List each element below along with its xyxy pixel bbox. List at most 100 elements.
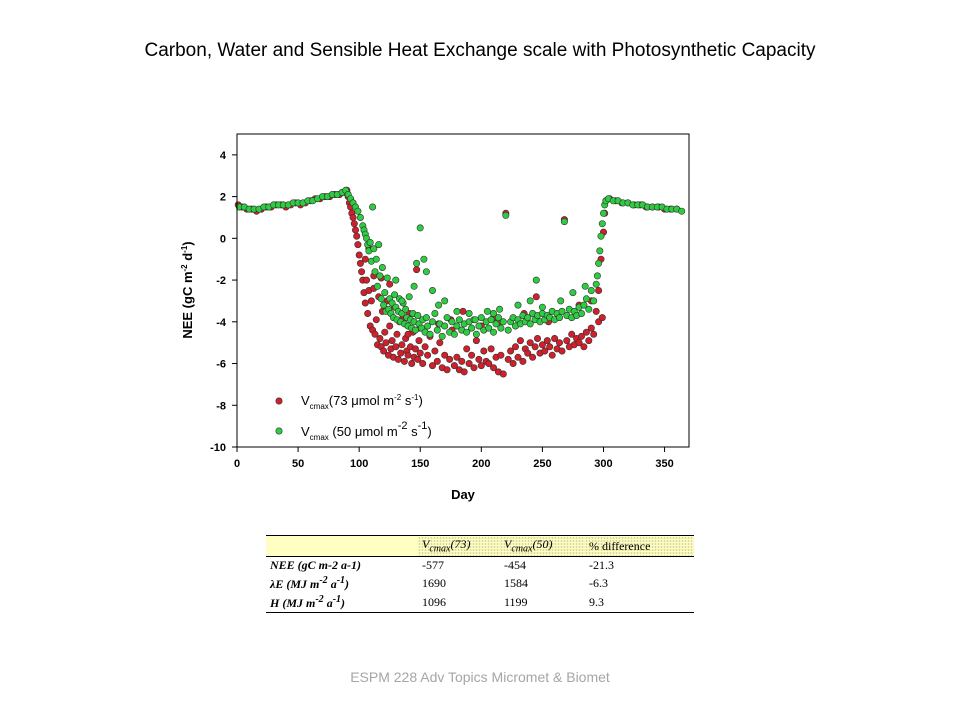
data-point: [585, 337, 593, 345]
data-point: [392, 343, 400, 351]
table-row: NEE (gC m-2 a-1) -577 -454 -21.3: [266, 557, 694, 575]
data-point: [590, 330, 598, 338]
data-point: [373, 282, 381, 290]
table-cell: -6.3: [589, 576, 608, 590]
data-point: [450, 362, 458, 370]
data-point: [367, 297, 375, 305]
data-point: [509, 359, 517, 367]
data-point: [410, 282, 418, 290]
data-point: [483, 307, 491, 315]
y-tick-label: -10: [210, 442, 226, 454]
data-point: [377, 295, 385, 303]
y-tick-label: -8: [216, 400, 226, 412]
data-point: [590, 297, 598, 305]
table-row: λE (MJ m-2 a-1) 1690 1584 -6.3: [266, 574, 694, 593]
data-point: [599, 209, 607, 217]
table-cell: 1096: [418, 593, 500, 613]
data-point: [433, 326, 441, 334]
data-point: [459, 307, 467, 315]
data-point: [519, 357, 527, 365]
y-tick-label: -2: [216, 275, 226, 287]
data-point: [678, 207, 686, 215]
data-point: [538, 303, 546, 311]
data-point: [393, 330, 401, 338]
data-point: [541, 347, 549, 355]
x-tick-label: 0: [234, 458, 240, 470]
data-point: [560, 218, 568, 226]
data-point: [443, 366, 451, 374]
data-point: [558, 347, 566, 355]
data-point: [416, 224, 424, 232]
data-point: [581, 282, 589, 290]
legend-marker-vcmax-73: [275, 397, 283, 405]
data-point: [546, 343, 554, 351]
data-point: [424, 351, 432, 359]
data-point: [485, 359, 493, 367]
data-point: [356, 214, 364, 222]
data-point: [424, 322, 432, 330]
data-point: [465, 309, 473, 317]
data-point: [361, 299, 369, 307]
legend: Vcmax(73 μmol m-2 s-1) Vcmax (50 μmol m-…: [275, 393, 432, 442]
data-point: [416, 349, 424, 357]
table-header-pct-difference: % difference: [585, 535, 694, 557]
data-point: [382, 339, 390, 347]
data-point: [453, 322, 461, 330]
data-point: [404, 351, 412, 359]
data-point: [497, 324, 505, 332]
data-point: [369, 203, 377, 211]
table-cell: -454: [504, 558, 526, 572]
data-point: [472, 330, 480, 338]
data-point: [397, 349, 405, 357]
data-point: [511, 343, 519, 351]
data-point: [392, 276, 400, 284]
data-point: [598, 314, 606, 322]
data-point: [398, 341, 406, 349]
series-vcmax-73: [234, 186, 681, 378]
data-point: [460, 368, 468, 376]
data-point: [351, 226, 359, 234]
data-point: [494, 314, 502, 322]
data-point: [568, 330, 576, 338]
data-point: [580, 301, 588, 309]
data-point: [471, 316, 479, 324]
data-point: [597, 232, 605, 240]
data-point: [388, 337, 396, 345]
data-point: [504, 355, 512, 363]
series-vcmax-50: [235, 186, 686, 340]
data-point: [477, 314, 485, 322]
data-point: [411, 345, 419, 353]
data-point: [555, 314, 563, 322]
y-tick-label: 0: [220, 233, 226, 245]
legend-marker-vcmax-50: [275, 427, 283, 435]
data-point: [593, 272, 601, 280]
data-point: [350, 220, 358, 228]
data-point: [402, 305, 410, 313]
data-point: [532, 293, 540, 301]
data-point: [453, 353, 461, 361]
data-point: [376, 272, 384, 280]
y-tick-label: -4: [216, 317, 227, 329]
data-point: [496, 305, 504, 313]
table-header-vcmax-50: Vcmax(50): [500, 535, 585, 557]
data-point: [404, 330, 412, 338]
data-point: [524, 314, 532, 322]
data-point: [420, 255, 428, 263]
data-point: [380, 347, 388, 355]
data-point: [477, 362, 485, 370]
data-point: [577, 309, 585, 317]
table-header-vcmax-73: Vcmax(73): [418, 535, 500, 557]
data-point: [386, 280, 394, 288]
data-point: [411, 326, 419, 334]
data-point: [446, 355, 454, 363]
data-point: [371, 330, 379, 338]
data-point: [441, 322, 449, 330]
data-point: [592, 307, 600, 315]
data-point: [526, 297, 534, 305]
data-point: [450, 330, 458, 338]
data-point: [353, 232, 361, 240]
data-point: [532, 276, 540, 284]
data-point: [428, 286, 436, 294]
data-point: [391, 291, 399, 299]
